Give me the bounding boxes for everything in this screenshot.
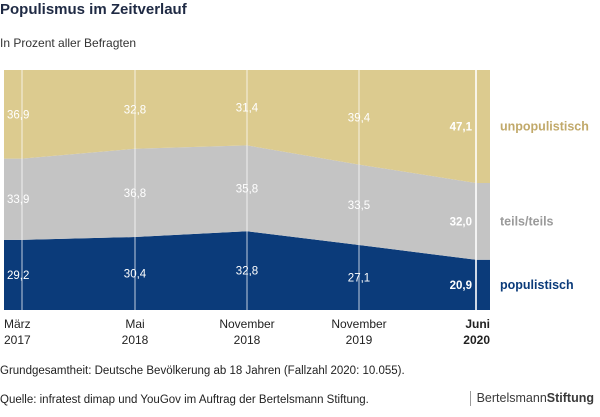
value-label-populistisch-1: 30,4 — [124, 269, 147, 281]
x-tick-month-2: November — [219, 317, 274, 331]
value-label-unpopulistisch-1: 32,8 — [124, 104, 146, 116]
x-tick-month-4: Juni — [465, 317, 490, 331]
x-tick-year-3: 2019 — [346, 333, 373, 347]
value-label-unpopulistisch-0: 36,9 — [7, 109, 29, 121]
source-note: Quelle: infratest dimap und YouGov im Au… — [0, 394, 369, 406]
x-tick-year-4: 2020 — [463, 333, 490, 347]
value-label-unpopulistisch-3: 39,4 — [348, 112, 371, 124]
brand-name-part2: Stiftung — [546, 391, 594, 405]
value-label-unpopulistisch-2: 31,4 — [236, 103, 259, 115]
brand-name-part1: Bertelsmann — [476, 391, 547, 405]
value-label-teils-teils-3: 33,5 — [348, 200, 370, 212]
x-tick-year-0: 2017 — [4, 333, 31, 347]
legend-populistisch: populistisch — [500, 278, 574, 292]
value-label-populistisch-3: 27,1 — [348, 273, 370, 285]
value-label-populistisch-0: 29,2 — [7, 270, 29, 282]
value-label-teils-teils-4: 32,0 — [450, 216, 472, 228]
x-tick-month-0: März — [4, 317, 31, 331]
value-label-populistisch-2: 32,8 — [236, 266, 258, 278]
population-footnote: Grundgesamtheit: Deutsche Bevölkerung ab… — [0, 365, 405, 377]
x-tick-year-1: 2018 — [122, 333, 149, 347]
x-tick-month-1: Mai — [125, 317, 144, 331]
legend-unpopulistisch: unpopulistisch — [500, 120, 589, 134]
value-label-populistisch-4: 20,9 — [450, 280, 472, 292]
chart-title: Populismus im Zeitverlauf — [0, 1, 187, 18]
x-tick-month-3: November — [331, 317, 386, 331]
value-label-unpopulistisch-4: 47,1 — [450, 122, 473, 134]
value-label-teils-teils-2: 35,8 — [236, 183, 258, 195]
x-tick-year-2: 2018 — [234, 333, 261, 347]
value-label-teils-teils-1: 36,8 — [124, 188, 146, 200]
legend-teils-teils: teils/teils — [500, 214, 554, 228]
brand-logo: BertelsmannStiftung — [469, 391, 594, 406]
chart-subtitle: In Prozent aller Befragten — [0, 36, 137, 50]
value-label-teils-teils-0: 33,9 — [7, 194, 29, 206]
